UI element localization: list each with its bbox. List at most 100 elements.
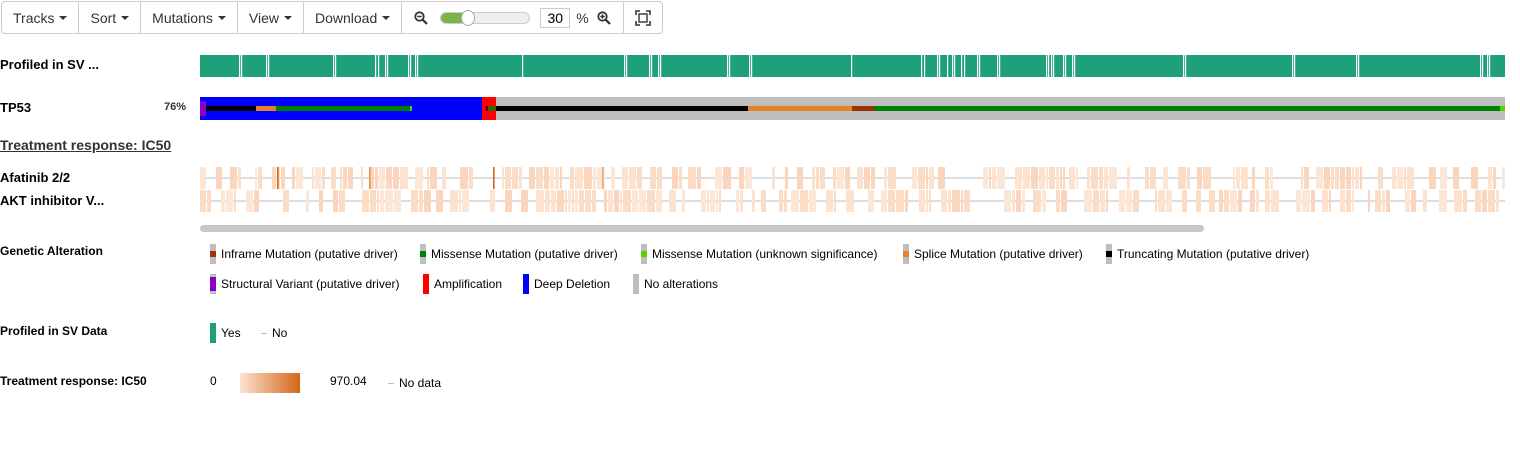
ic50-cell xyxy=(1270,167,1273,189)
legend-item-genetic: Deep Deletion xyxy=(523,274,610,294)
ic50-cell xyxy=(427,167,429,189)
profiled-track-gap xyxy=(979,55,981,77)
ic50-cell xyxy=(989,167,991,189)
profiled-track-gap xyxy=(977,55,979,77)
ic50-cell xyxy=(784,190,787,212)
zoom-in-icon[interactable] xyxy=(595,9,613,27)
tp53-truncating-mutation-cell xyxy=(496,106,748,111)
ic50-cell xyxy=(394,190,401,212)
ic50-cell xyxy=(502,167,504,189)
track-label-tp53[interactable]: TP53 xyxy=(0,100,32,115)
download-menu-label: Download xyxy=(314,9,378,26)
ic50-cell xyxy=(1061,190,1067,212)
ic50-cell xyxy=(952,190,960,212)
ic50-cell xyxy=(1126,190,1132,212)
track-label-akt-inhibitor[interactable]: AKT inhibitor V... xyxy=(0,193,105,208)
ic50-cell xyxy=(560,167,562,189)
caret-down-icon xyxy=(217,16,226,20)
legend-item-genetic: No alterations xyxy=(633,274,718,294)
zoom-to-fit-button[interactable] xyxy=(624,2,662,33)
ic50-cell xyxy=(1502,167,1505,189)
view-menu-button[interactable]: View xyxy=(238,2,304,33)
ic50-cell xyxy=(1106,190,1108,212)
ic50-cell xyxy=(238,167,241,189)
profiled-track-gap xyxy=(268,55,270,77)
tp53-splice-mutation-cell xyxy=(748,106,852,111)
ic50-cell xyxy=(529,167,535,189)
profiled-track-gap xyxy=(522,55,524,77)
ic50-cell xyxy=(1271,190,1279,212)
profiled-track-gap xyxy=(954,55,956,77)
profiled-track-gap xyxy=(961,55,963,77)
ic50-cell xyxy=(739,167,744,189)
ic50-cell xyxy=(682,190,685,212)
ic50-cell xyxy=(512,167,518,189)
legend-ic50-max: 970.04 xyxy=(330,374,367,388)
ic50-cell xyxy=(961,190,963,212)
profiled-track-gap xyxy=(997,55,999,77)
ic50-cell xyxy=(983,167,988,189)
horizontal-scrollbar[interactable] xyxy=(200,225,1204,232)
zoom-input[interactable] xyxy=(540,7,571,28)
legend-item-no: No xyxy=(261,323,287,343)
zoom-slider-handle[interactable] xyxy=(460,9,475,26)
profiled-track-gap xyxy=(649,55,651,77)
ic50-cell xyxy=(340,167,342,189)
sort-menu-button[interactable]: Sort xyxy=(79,2,142,33)
ic50-cell xyxy=(896,190,904,212)
legend-item-genetic: Missense Mutation (putative driver) xyxy=(420,244,618,264)
ic50-cell xyxy=(254,190,259,212)
download-menu-button[interactable]: Download xyxy=(304,2,403,33)
ic50-no-data-line xyxy=(200,177,1505,179)
ic50-cell xyxy=(1100,190,1105,212)
track-label-profiled-sv[interactable]: Profiled in SV ... xyxy=(0,57,99,72)
ic50-cell xyxy=(1340,167,1345,189)
ic50-cell xyxy=(1230,190,1237,212)
ic50-high-cell xyxy=(277,167,279,189)
profiled-track-gap xyxy=(1489,55,1491,77)
oncoprint-heatmap[interactable] xyxy=(200,50,1505,215)
ic50-cell xyxy=(812,167,815,189)
ic50-cell xyxy=(400,167,408,189)
profiled-track-gap xyxy=(1185,55,1187,77)
ic50-cell xyxy=(650,167,656,189)
legend-swatch xyxy=(633,274,639,294)
legend-swatch-no xyxy=(261,332,267,334)
legend-item-no-data: No data xyxy=(388,373,441,393)
ic50-cell xyxy=(505,167,511,189)
ic50-cell xyxy=(419,190,423,212)
ic50-cell xyxy=(1311,190,1315,212)
tracks-menu-button[interactable]: Tracks xyxy=(2,2,80,33)
legend-label: Missense Mutation (unknown significance) xyxy=(652,247,878,261)
ic50-cell xyxy=(672,167,678,189)
ic50-cell xyxy=(941,190,947,212)
ic50-cell xyxy=(620,190,622,212)
zoom-controls: % xyxy=(402,2,624,33)
ic50-cell xyxy=(868,190,874,212)
profiled-track-gap xyxy=(410,55,412,77)
ic50-cell xyxy=(1219,190,1223,212)
tp53-missense-mutation-cell xyxy=(874,106,1500,111)
legend-label-no-data: No data xyxy=(399,376,442,390)
mutations-menu-button[interactable]: Mutations xyxy=(141,2,238,33)
ic50-cell xyxy=(1382,190,1385,212)
ic50-cell xyxy=(1042,190,1046,212)
ic50-cell xyxy=(604,190,607,212)
ic50-cell xyxy=(926,167,928,189)
ic50-cell xyxy=(1250,190,1255,212)
ic50-cell xyxy=(1158,190,1165,212)
track-label-afatinib[interactable]: Afatinib 2/2 xyxy=(0,170,71,185)
legend-label-no: No xyxy=(272,326,288,340)
ic50-cell xyxy=(281,167,285,189)
profiled-track-gap xyxy=(1051,55,1053,77)
ic50-cell xyxy=(1329,190,1331,212)
zoom-out-icon[interactable] xyxy=(412,9,430,27)
ic50-cell xyxy=(379,167,385,189)
treatment-response-section-header[interactable]: Treatment response: IC50 xyxy=(0,137,172,153)
ic50-cell xyxy=(575,167,583,189)
ic50-cell xyxy=(570,167,574,189)
legend-ic50-min: 0 xyxy=(210,374,217,388)
ic50-cell xyxy=(837,167,844,189)
zoom-slider[interactable] xyxy=(440,9,531,26)
ic50-cell xyxy=(1087,167,1090,189)
